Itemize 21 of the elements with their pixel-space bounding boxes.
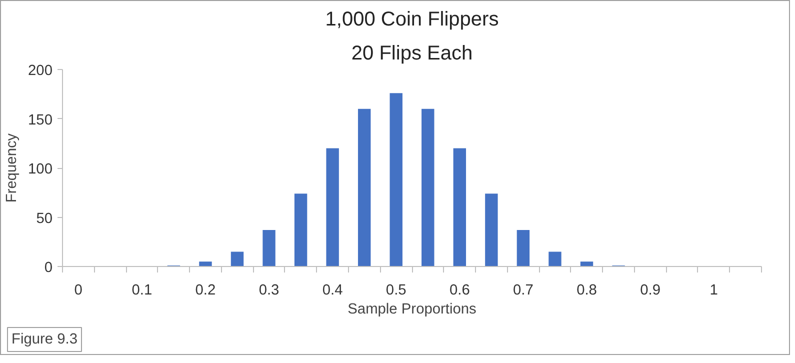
chart-title: 1,000 Coin Flippers	[325, 8, 499, 30]
y-tick-label: 0	[44, 260, 53, 276]
x-tick-label: 0	[74, 282, 82, 298]
x-tick-label: 0.5	[386, 282, 406, 298]
caption: Figure 9.3	[12, 332, 78, 348]
y-tick-label: 200	[28, 63, 53, 79]
y-tick-label: 100	[28, 162, 53, 178]
y-axis-title: Frequency	[4, 132, 20, 203]
x-tick-label: 0.7	[513, 282, 534, 298]
y-tick-label: 150	[28, 112, 53, 128]
x-tick-label: 0.2	[195, 282, 216, 298]
x-tick-label: 0.9	[640, 282, 660, 298]
x-tick-label: 0.1	[132, 282, 152, 298]
chart-subtitle: 20 Flips Each	[351, 42, 473, 64]
x-tick-label: 1	[710, 282, 718, 298]
x-tick-label: 0.3	[258, 282, 280, 298]
x-axis-title: Sample Proportions	[348, 302, 476, 318]
x-tick-label: 0.6	[449, 282, 470, 298]
x-tick-label: 0.8	[576, 282, 597, 298]
x-tick-label: 0.4	[322, 282, 343, 298]
y-tick-label: 50	[36, 210, 53, 227]
